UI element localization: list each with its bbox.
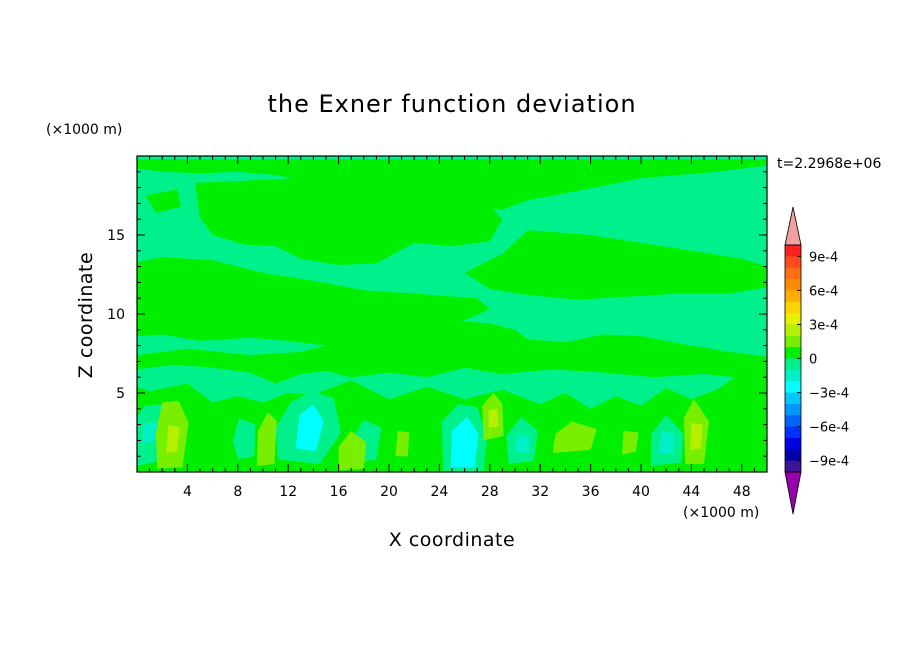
x-tick-label: 44 [682,484,700,500]
contour-region-16 [450,416,479,468]
contour-region-27 [166,424,180,453]
colorbar-tick-label: 0 [809,353,817,368]
contour-region-17 [658,430,675,453]
x-tick-label: 4 [183,484,192,500]
y-tick-label: 15 [107,228,125,244]
colorbar-swatch [785,415,801,427]
colorbar-tick-label: −6e-4 [809,421,849,436]
contour-region-5 [137,318,767,384]
contour-region-29 [690,423,703,450]
y-tick-label: 5 [116,386,125,402]
contour-region-23 [395,430,410,457]
colorbar-swatch [785,460,801,473]
colorbar-tick-label: 9e-4 [809,250,838,265]
x-tick-label: 24 [430,484,448,500]
contour-region-25 [622,430,639,455]
colorbar-over-arrow [784,206,802,246]
colorbar-swatch [785,381,801,393]
x-tick-label: 40 [632,484,650,500]
x-axis-label: X coordinate [389,529,515,551]
contour-region-0 [137,159,767,210]
colorbar-swatch [785,426,801,439]
x-tick-label: 8 [233,484,242,500]
x-tick-label: 48 [733,484,751,500]
x-tick-label: 12 [279,484,297,500]
x-tick-label: 20 [380,484,398,500]
colorbar-tick-label: 3e-4 [809,318,838,333]
contour-region-21 [338,430,367,471]
colorbar-tick-label: −3e-4 [809,387,849,402]
colorbar-swatch [785,335,801,348]
x-unit-label: (×1000 m) [683,505,759,521]
chart-title: the Exner function deviation [267,90,636,118]
y-unit-label: (×1000 m) [46,122,122,138]
y-axis-label: Z coordinate [75,252,97,378]
colorbar-swatch [785,245,801,257]
colorbar-tick-label: 6e-4 [809,284,838,299]
contour-region-20 [256,412,277,466]
colorbar-swatch [785,267,801,280]
contour-region-2 [145,189,182,213]
colorbar-swatch [785,324,801,337]
contour-region-13 [232,418,256,460]
y-tick-label: 10 [107,307,125,323]
contour-field [137,156,767,472]
contour-region-28 [488,408,499,428]
x-tick-label: 16 [330,484,348,500]
contour-region-14 [142,421,159,444]
colorbar-swatch [785,279,801,291]
contour-region-18 [515,434,531,453]
time-label: t=2.2968e+06 [777,156,881,172]
x-tick-label: 32 [531,484,549,500]
x-tick-label: 36 [582,484,600,500]
x-axis: 4 8 12 16 20 24 28 32 36 40 44 48 [149,156,755,500]
colorbar-swatch [785,369,801,382]
contour-region-1 [195,176,503,265]
colorbar-swatch [785,301,801,314]
colorbar-swatch [785,403,801,416]
colorbar: 9e-4 6e-4 3e-4 0 −3e-4 −6e-4 −9e-4 [784,206,849,515]
colorbar-under-arrow [784,471,802,515]
colorbar-swatch [785,313,801,325]
colorbar-swatch [785,358,801,371]
x-tick-label: 28 [481,484,499,500]
contour-region-15 [295,404,324,452]
colorbar-swatch [785,290,801,303]
colorbar-swatch [785,437,801,450]
colorbar-swatch [785,347,801,359]
contour-region-24 [552,421,597,453]
colorbar-swatch [785,392,801,405]
y-axis: 5 10 15 [107,171,767,457]
colorbar-swatch [785,449,801,462]
colorbar-swatch [785,256,801,269]
contour-region-3 [464,230,767,300]
colorbar-tick-label: −9e-4 [809,455,849,470]
